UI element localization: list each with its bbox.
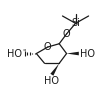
Polygon shape <box>67 52 79 55</box>
Text: HO: HO <box>80 49 95 59</box>
Text: Si: Si <box>71 18 80 28</box>
Text: '': '' <box>22 49 26 58</box>
Text: HO: HO <box>7 49 22 59</box>
Polygon shape <box>50 63 59 76</box>
Text: HO: HO <box>44 76 59 86</box>
Text: O: O <box>44 42 52 52</box>
Text: O: O <box>63 29 70 39</box>
